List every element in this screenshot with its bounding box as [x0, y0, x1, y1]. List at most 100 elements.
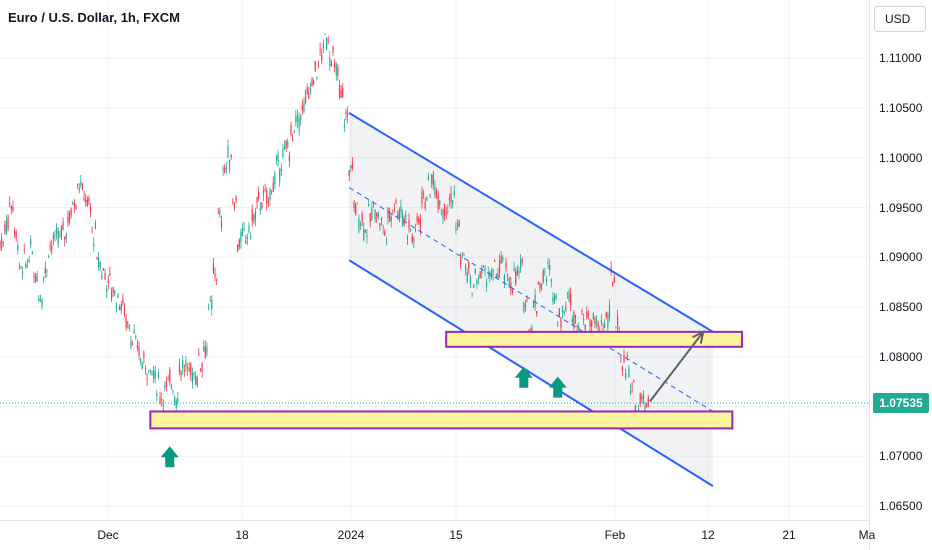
candle-body — [542, 270, 544, 282]
candle-body — [303, 103, 305, 113]
candle-body — [206, 346, 208, 354]
price-tick-label: 1.11000 — [879, 51, 922, 66]
candle-body — [34, 273, 37, 283]
candle-body — [237, 244, 239, 252]
candle-body — [356, 202, 358, 204]
candle-body — [190, 363, 192, 376]
candle-body — [566, 292, 569, 294]
candle-body — [272, 182, 274, 192]
candle-body — [141, 363, 143, 370]
candle-body — [183, 369, 185, 371]
candle-body — [379, 223, 381, 226]
candle-body — [359, 223, 362, 226]
candle-body — [350, 165, 352, 169]
candle-body — [560, 318, 562, 328]
candle-body — [133, 329, 135, 334]
candle-body — [62, 222, 64, 230]
candle-body — [149, 370, 151, 372]
candle-body — [293, 131, 295, 134]
candle-body — [628, 368, 630, 378]
candle-body — [46, 269, 48, 272]
candle-body — [482, 265, 484, 267]
candle-body — [502, 256, 504, 261]
candle-body — [393, 209, 396, 211]
candle-body — [219, 210, 221, 215]
candle-body — [191, 373, 193, 384]
candle-body — [146, 378, 148, 380]
candle-body — [211, 299, 213, 309]
candle-body — [408, 220, 410, 229]
candle-body — [143, 352, 145, 358]
candle-body — [156, 393, 158, 396]
candle-body — [169, 370, 171, 383]
candle-body — [157, 375, 160, 379]
price-tick-label: 1.08500 — [879, 300, 923, 314]
candle-body — [547, 263, 549, 265]
candle-body — [33, 276, 35, 278]
candle-body — [626, 355, 628, 357]
candle-body — [300, 115, 302, 120]
candle-body — [161, 398, 163, 400]
candle-body — [264, 189, 266, 191]
candle-body — [484, 268, 486, 271]
candle-body — [634, 405, 636, 413]
candle-body — [135, 335, 137, 338]
candle-body — [49, 244, 51, 246]
candle-body — [23, 248, 25, 250]
candle-body — [306, 87, 308, 93]
candle-body — [647, 398, 649, 405]
candle-body — [96, 258, 98, 260]
candle-body — [574, 314, 577, 319]
candle-body — [233, 203, 236, 208]
candles-group — [0, 33, 649, 428]
current-price-label: 1.07535 — [873, 393, 929, 414]
candle-body — [18, 265, 20, 268]
candle-body — [120, 303, 122, 312]
candle-body — [258, 192, 260, 199]
candle-body — [154, 370, 156, 379]
candle-body — [309, 88, 311, 91]
candle-body — [400, 206, 402, 213]
candle-body — [51, 245, 53, 251]
price-chart[interactable] — [0, 0, 869, 520]
price-tick-label: 1.08000 — [879, 349, 923, 364]
candle-body — [86, 199, 88, 206]
candle-body — [353, 201, 355, 209]
candle-body — [68, 212, 71, 222]
candle-body — [613, 277, 615, 283]
candle-body — [508, 278, 510, 288]
candle-body — [73, 202, 75, 207]
candle-body — [380, 217, 383, 220]
candle-body — [524, 305, 527, 307]
candle-body — [607, 314, 609, 328]
candle-body — [589, 319, 591, 327]
candle-body — [334, 62, 336, 68]
candle-body — [361, 213, 363, 222]
currency-button[interactable]: USD — [874, 6, 926, 32]
symbol-title: Euro / U.S. Dollar, 1h, FXCM — [8, 10, 180, 25]
candle-body — [625, 373, 627, 379]
candle-body — [230, 154, 232, 158]
candle-body — [178, 364, 181, 372]
candle-body — [317, 62, 320, 63]
candle-body — [416, 215, 418, 222]
candle-body — [646, 404, 648, 408]
candle-body — [591, 321, 593, 327]
candle-body — [91, 230, 93, 232]
candle-body — [346, 111, 349, 117]
candle-body — [578, 326, 580, 330]
candle-body — [188, 367, 190, 371]
candle-body — [387, 207, 389, 218]
candle-body — [275, 156, 278, 161]
candle-body — [466, 272, 468, 282]
candle-body — [537, 282, 539, 285]
candle-body — [298, 118, 300, 131]
price-tick-label: 1.06500 — [879, 499, 923, 513]
channel-fill — [349, 112, 713, 487]
candle-body — [13, 231, 16, 235]
candle-body — [526, 300, 528, 302]
candle-body — [337, 67, 339, 76]
candle-body — [222, 168, 224, 171]
candle-body — [534, 294, 536, 307]
